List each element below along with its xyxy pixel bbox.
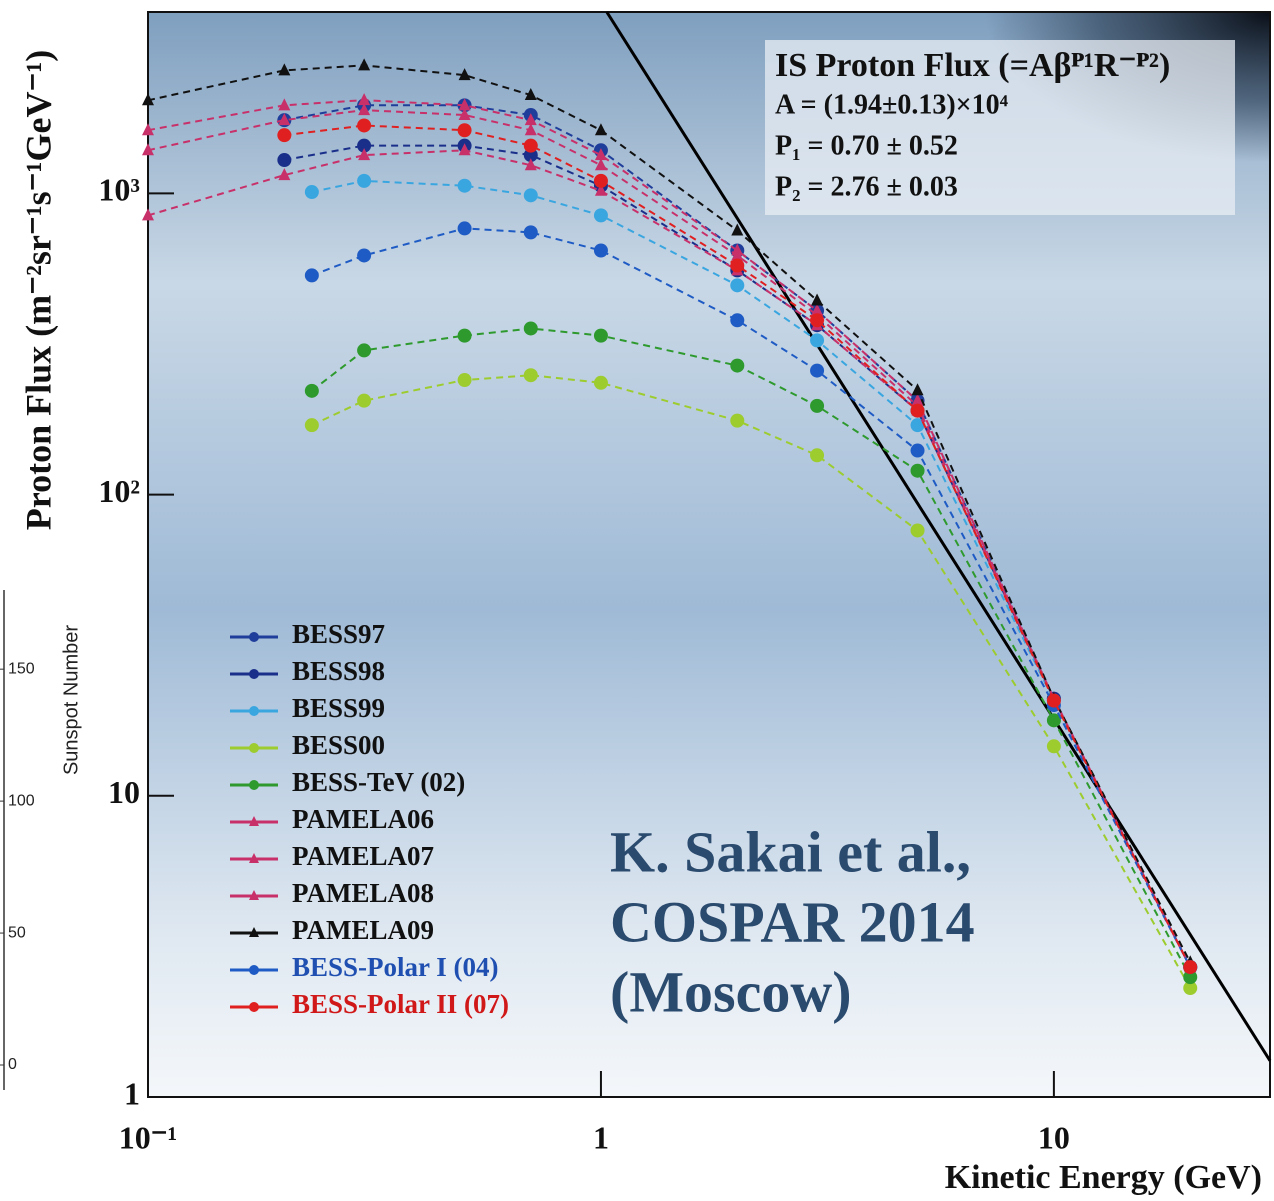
data-point [277, 128, 291, 142]
data-point [594, 208, 608, 222]
data-point [810, 313, 824, 327]
x-tick-label: 10 [1038, 1119, 1070, 1155]
data-point [305, 418, 319, 432]
data-point [810, 364, 824, 378]
legend-label: BESS-TeV (02) [292, 767, 465, 797]
annotation: A = (1.94±0.13)×10⁴ [775, 89, 1009, 120]
data-point [1047, 739, 1061, 753]
y-axis-label: Proton Flux (m⁻²sr⁻¹s⁻¹GeV⁻¹) [18, 50, 58, 530]
data-point [305, 384, 319, 398]
data-point [458, 329, 472, 343]
data-point [458, 221, 472, 235]
legend-marker [249, 780, 259, 790]
data-point [357, 174, 371, 188]
legend-label: PAMELA06 [292, 804, 434, 834]
legend-label: PAMELA08 [292, 878, 434, 908]
legend-marker [249, 965, 259, 975]
data-point [810, 399, 824, 413]
data-point [524, 321, 538, 335]
sunspot-tick-label: 100 [8, 792, 35, 809]
data-point [730, 259, 744, 273]
legend-label: BESS-Polar I (04) [292, 952, 499, 982]
data-point [594, 376, 608, 390]
data-point [524, 139, 538, 153]
data-point [458, 123, 472, 137]
data-point [594, 329, 608, 343]
legend-marker [249, 706, 259, 716]
sunspot-tick-label: 50 [8, 924, 26, 941]
data-point [810, 448, 824, 462]
x-tick-label: 10⁻¹ [119, 1119, 177, 1155]
data-point [810, 333, 824, 347]
credit: COSPAR 2014 [610, 889, 975, 954]
legend-label: PAMELA07 [292, 841, 434, 871]
data-point [305, 268, 319, 282]
y-tick-label: 1 [124, 1075, 140, 1111]
data-point [911, 523, 925, 537]
data-point [277, 153, 291, 167]
legend-marker [249, 632, 259, 642]
legend-marker [249, 669, 259, 679]
legend-label: PAMELA09 [292, 915, 434, 945]
data-point [594, 174, 608, 188]
data-point [911, 404, 925, 418]
data-point [305, 185, 319, 199]
legend-label: BESS98 [292, 656, 385, 686]
data-point [730, 414, 744, 428]
data-point [524, 368, 538, 382]
data-point [594, 244, 608, 258]
data-point [524, 188, 538, 202]
data-point [357, 343, 371, 357]
legend-label: BESS99 [292, 693, 385, 723]
data-point [524, 225, 538, 239]
legend-label: BESS97 [292, 619, 385, 649]
data-point [357, 394, 371, 408]
data-point [911, 444, 925, 458]
x-axis-label: Kinetic Energy (GeV) [945, 1159, 1262, 1196]
data-point [357, 248, 371, 262]
y-tick-label: 10² [98, 473, 140, 509]
x-tick-label: 1 [593, 1119, 609, 1155]
annotation: P₁ = 0.70 ± 0.52 [775, 130, 958, 161]
data-point [357, 118, 371, 132]
data-point [458, 373, 472, 387]
sunspot-tick-label: 150 [8, 660, 35, 677]
chart: 10⁻¹ 1 10 1 10 10² 10³ Kinetic Energy (GeV) Prot… [0, 0, 1274, 1201]
data-point [730, 359, 744, 373]
annotation: IS Proton Flux (=Aβᴾ¹R⁻ᴾ²) [775, 47, 1170, 84]
data-point [911, 464, 925, 478]
legend-label: BESS-Polar II (07) [292, 989, 509, 1019]
legend-marker [249, 743, 259, 753]
legend-label: BESS00 [292, 730, 385, 760]
y-tick-label: 10 [108, 774, 140, 810]
legend-marker [249, 1002, 259, 1012]
data-point [1047, 694, 1061, 708]
data-point [730, 313, 744, 327]
credit: (Moscow) [610, 959, 852, 1024]
sunspot-axis-label: Sunspot Number [60, 625, 82, 775]
data-point [730, 278, 744, 292]
annotation: P₂ = 2.76 ± 0.03 [775, 171, 958, 202]
data-point [458, 179, 472, 193]
page: 10⁻¹ 1 10 1 10 10² 10³ Kinetic Energy (GeV) Prot… [0, 0, 1274, 1201]
data-point [1183, 960, 1197, 974]
credit: K. Sakai et al., [610, 819, 971, 884]
sunspot-tick-label: 0 [8, 1056, 17, 1073]
y-tick-label: 10³ [98, 172, 140, 208]
